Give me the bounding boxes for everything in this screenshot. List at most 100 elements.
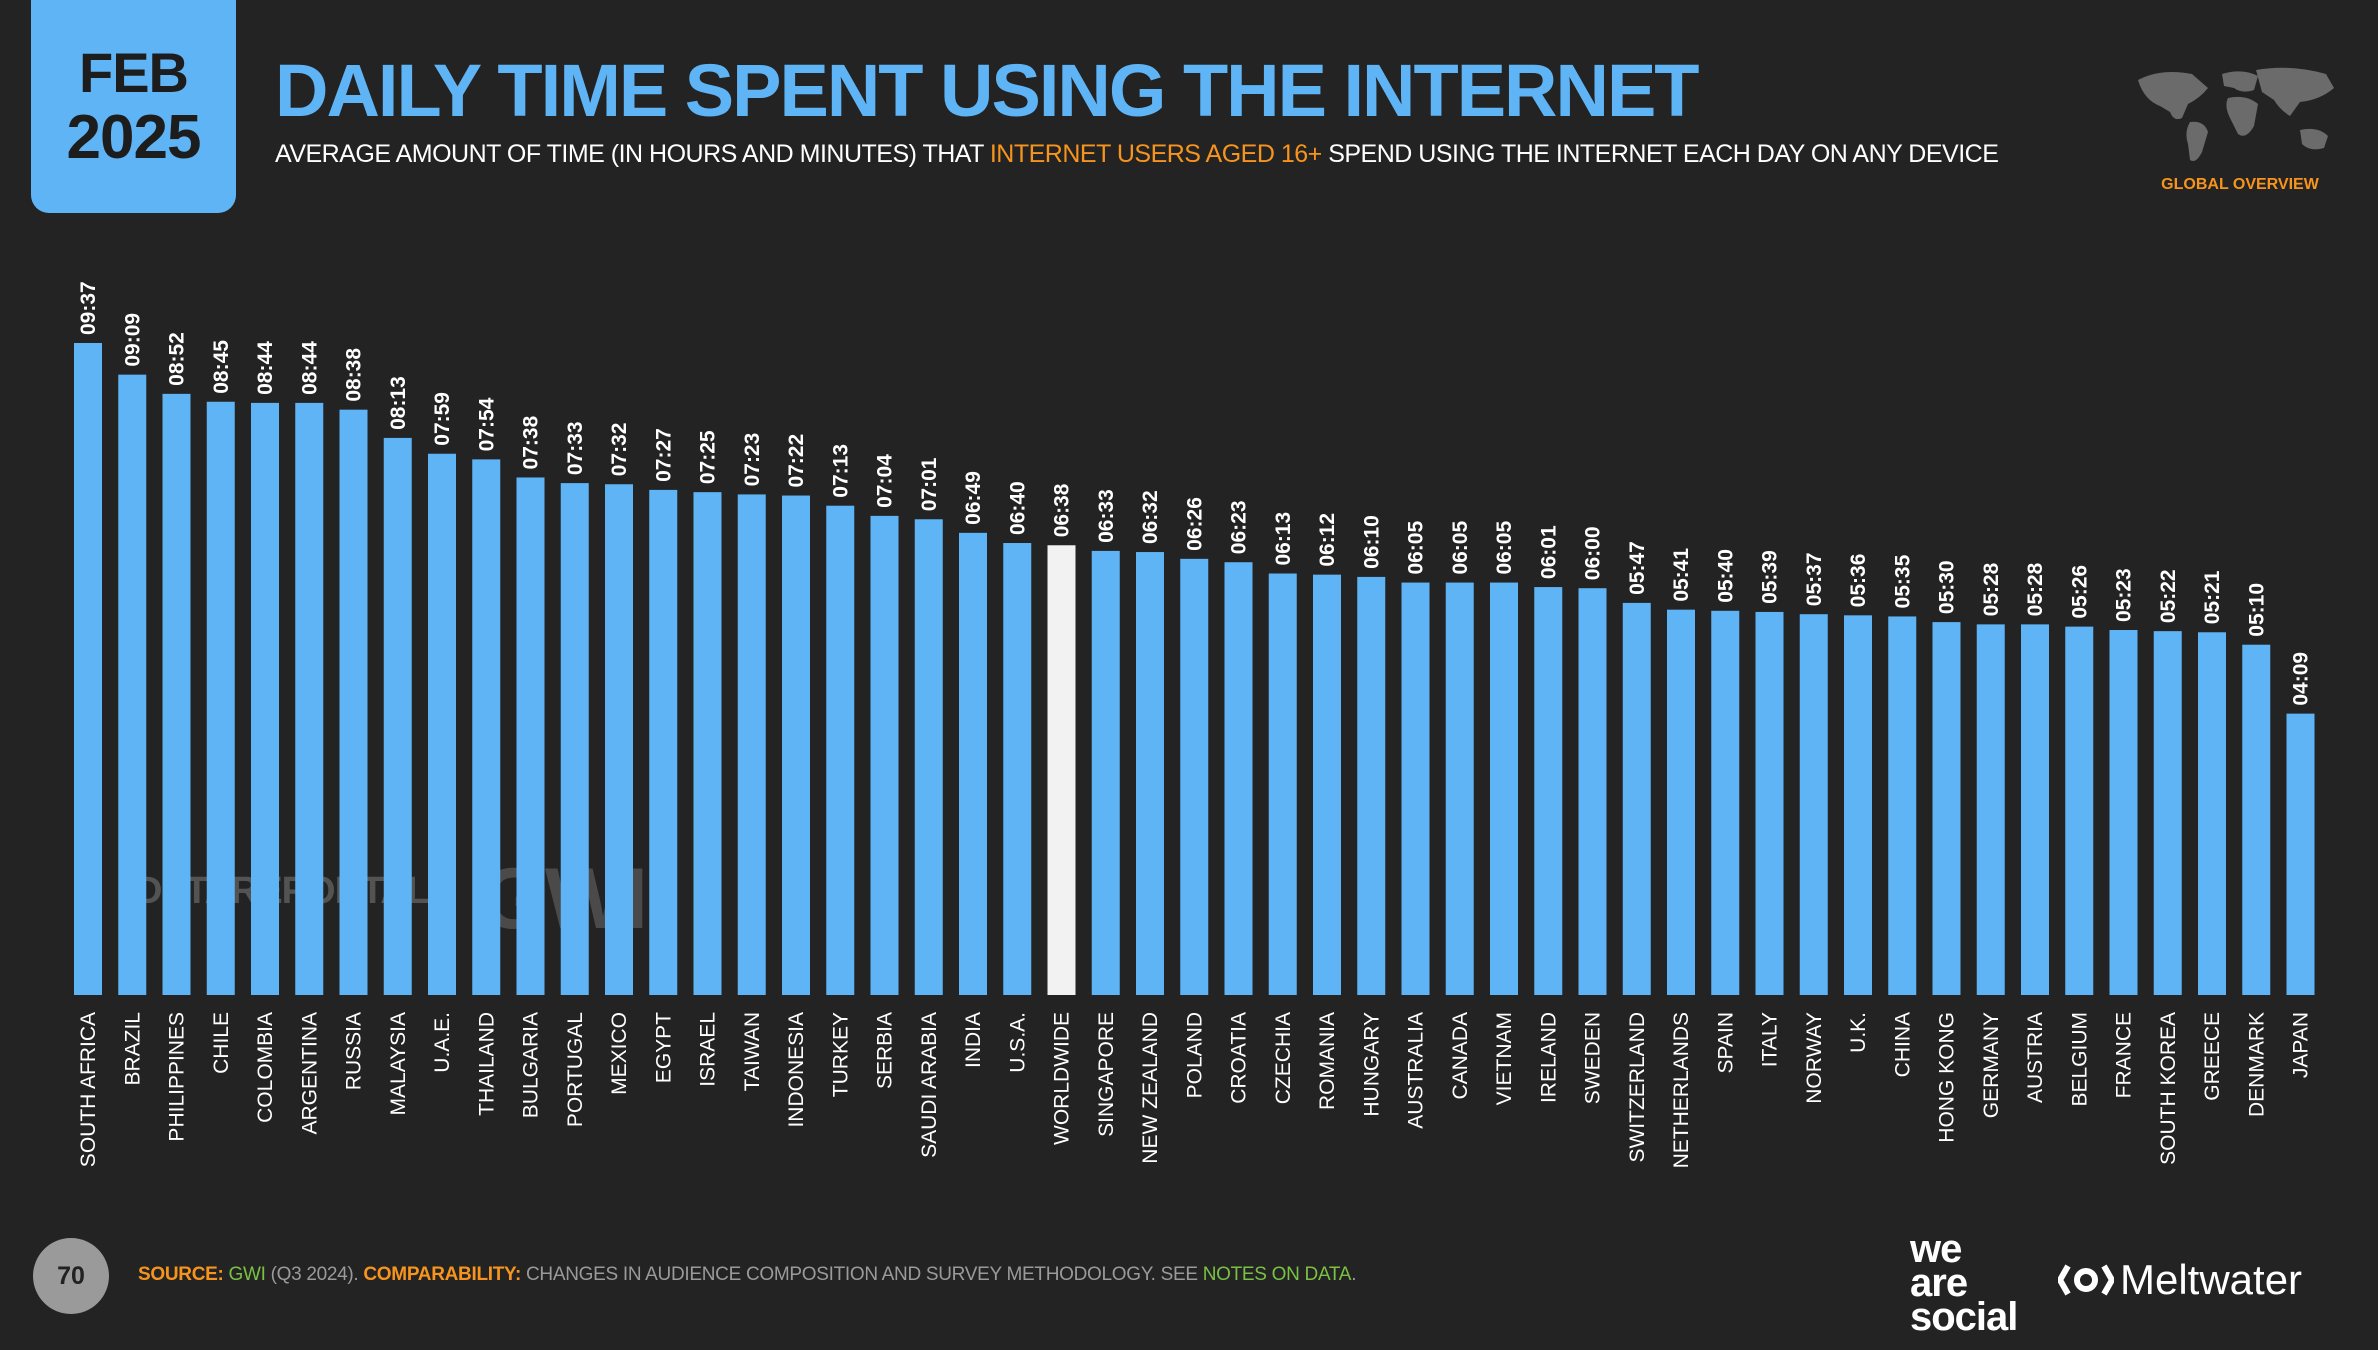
category-label-serbia: SERBIA [874,1012,897,1089]
category-label-malaysia: MALAYSIA [387,1012,410,1115]
category-label-taiwan: TAIWAN [741,1012,764,1091]
category-label-belgium: BELGIUM [2068,1012,2091,1107]
category-label-chile: CHILE [210,1012,233,1074]
bar-hungary [1357,576,1386,995]
bar-egypt [649,489,678,995]
value-label-czechia: 06:13 [1272,512,1295,566]
bar-south-korea [2153,631,2182,995]
bar-czechia [1268,573,1297,995]
bar-romania [1313,574,1341,995]
bar-u-k [1844,615,1872,995]
category-label-china: CHINA [1891,1012,1914,1077]
category-label-japan: JAPAN [2290,1012,2313,1078]
category-label-argentina: ARGENTINA [298,1012,321,1135]
value-label-romania: 06:12 [1316,513,1339,567]
badge-month: FEB [79,40,189,104]
value-label-france: 05:23 [2113,568,2136,622]
value-label-china: 05:35 [1891,554,1914,608]
value-label-poland: 06:26 [1183,497,1206,551]
value-label-egypt: 07:27 [652,428,675,482]
bar-taiwan [737,494,766,995]
category-label-austria: AUSTRIA [2024,1012,2047,1103]
bar-malaysia [383,437,412,995]
value-label-taiwan: 07:23 [741,433,764,487]
value-label-hong-kong: 05:30 [1936,560,1959,614]
bar-hong-kong [1932,622,1961,995]
bar-netherlands [1667,609,1695,995]
bar-philippines [162,393,191,995]
value-label-serbia: 07:04 [874,454,897,508]
comparability-label: COMPARABILITY: [363,1264,522,1285]
logo-line-3: social [1910,1295,2018,1339]
bar-austria [2021,624,2049,995]
bar-portugal [560,483,589,995]
source-name-link[interactable]: GWI [228,1264,266,1285]
bar-bulgaria [516,477,545,996]
value-label-israel: 07:25 [697,430,720,484]
category-label-south-korea: SOUTH KOREA [2157,1012,2180,1165]
subtitle-highlight: INTERNET USERS AGED 16+ [989,140,1322,168]
source-label: SOURCE: [138,1264,224,1285]
value-label-new-zealand: 06:32 [1139,490,1162,544]
category-label-italy: ITALY [1759,1012,1782,1067]
logo-line-1: we [1910,1227,1962,1271]
category-label-germany: GERMANY [1980,1012,2003,1118]
notes-on-data-link[interactable]: NOTES ON DATA [1202,1264,1352,1285]
value-label-hungary: 06:10 [1360,515,1383,569]
meltwater-name: Meltwater [2120,1256,2303,1303]
badge-year: 2025 [66,102,202,172]
bar-poland [1180,558,1209,995]
category-label-hungary: HUNGARY [1360,1012,1383,1117]
bar-u-s-a [1003,543,1032,995]
value-label-south-africa: 09:37 [77,281,100,335]
bar-russia [339,409,368,996]
value-label-vietnam: 06:05 [1493,521,1516,575]
category-label-czechia: CZECHIA [1272,1012,1295,1104]
value-label-norway: 05:37 [1803,552,1826,606]
value-label-india: 06:49 [962,471,985,525]
value-label-belgium: 05:26 [2068,565,2091,619]
category-label-denmark: DENMARK [2245,1012,2268,1117]
bar-singapore [1091,550,1120,995]
value-label-u-a-e: 07:59 [431,392,454,446]
bar-ireland [1534,587,1563,995]
bar-vietnam [1490,582,1518,995]
value-label-argentina: 08:44 [298,341,321,395]
bar-saudi-arabia [914,519,943,995]
category-label-hong-kong: HONG KONG [1936,1012,1959,1143]
meltwater-icon [2058,1264,2114,1296]
category-label-netherlands: NETHERLANDS [1670,1012,1693,1168]
meltwater-logo: Meltwater [2058,1256,2302,1304]
value-label-portugal: 07:33 [564,421,587,475]
subtitle-post: SPEND USING THE INTERNET EACH DAY ON ANY… [1321,140,1999,168]
value-label-brazil: 09:09 [121,313,144,367]
subtitle-pre: AVERAGE AMOUNT OF TIME (IN HOURS AND MIN… [275,140,990,168]
date-badge: FEB 2025 [31,0,236,213]
category-label-new-zealand: NEW ZEALAND [1139,1012,1162,1164]
category-label-greece: GREECE [2201,1012,2224,1101]
category-label-portugal: PORTUGAL [564,1012,587,1127]
value-label-ireland: 06:01 [1537,525,1560,579]
category-label-switzerland: SWITZERLAND [1626,1012,1649,1163]
bar-denmark [2242,644,2271,995]
category-label-worldwide: WORLDWIDE [1051,1012,1074,1145]
value-label-germany: 05:28 [1980,562,2003,616]
global-overview-label: GLOBAL OVERVIEW [2161,176,2319,193]
value-label-chile: 08:45 [210,340,233,394]
category-label-ireland: IRELAND [1537,1012,1560,1103]
bar-israel [693,492,722,995]
category-label-france: FRANCE [2113,1012,2136,1098]
value-label-australia: 06:05 [1405,521,1428,575]
bar-canada [1445,582,1474,995]
category-label-mexico: MEXICO [608,1012,631,1095]
bar-australia [1401,582,1430,995]
value-label-canada: 06:05 [1449,521,1472,575]
page-number: 70 [33,1238,109,1314]
bar-switzerland [1622,602,1651,995]
category-label-bulgaria: BULGARIA [520,1012,543,1118]
value-label-netherlands: 05:41 [1670,548,1693,602]
value-label-greece: 05:21 [2201,570,2224,624]
bar-argentina [295,402,324,996]
we-are-social-logo: we are social [1910,1227,2018,1339]
world-map-icon [2130,60,2350,200]
